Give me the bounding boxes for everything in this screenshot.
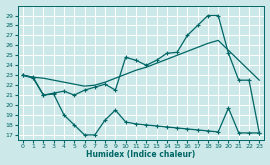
X-axis label: Humidex (Indice chaleur): Humidex (Indice chaleur) xyxy=(86,150,196,159)
